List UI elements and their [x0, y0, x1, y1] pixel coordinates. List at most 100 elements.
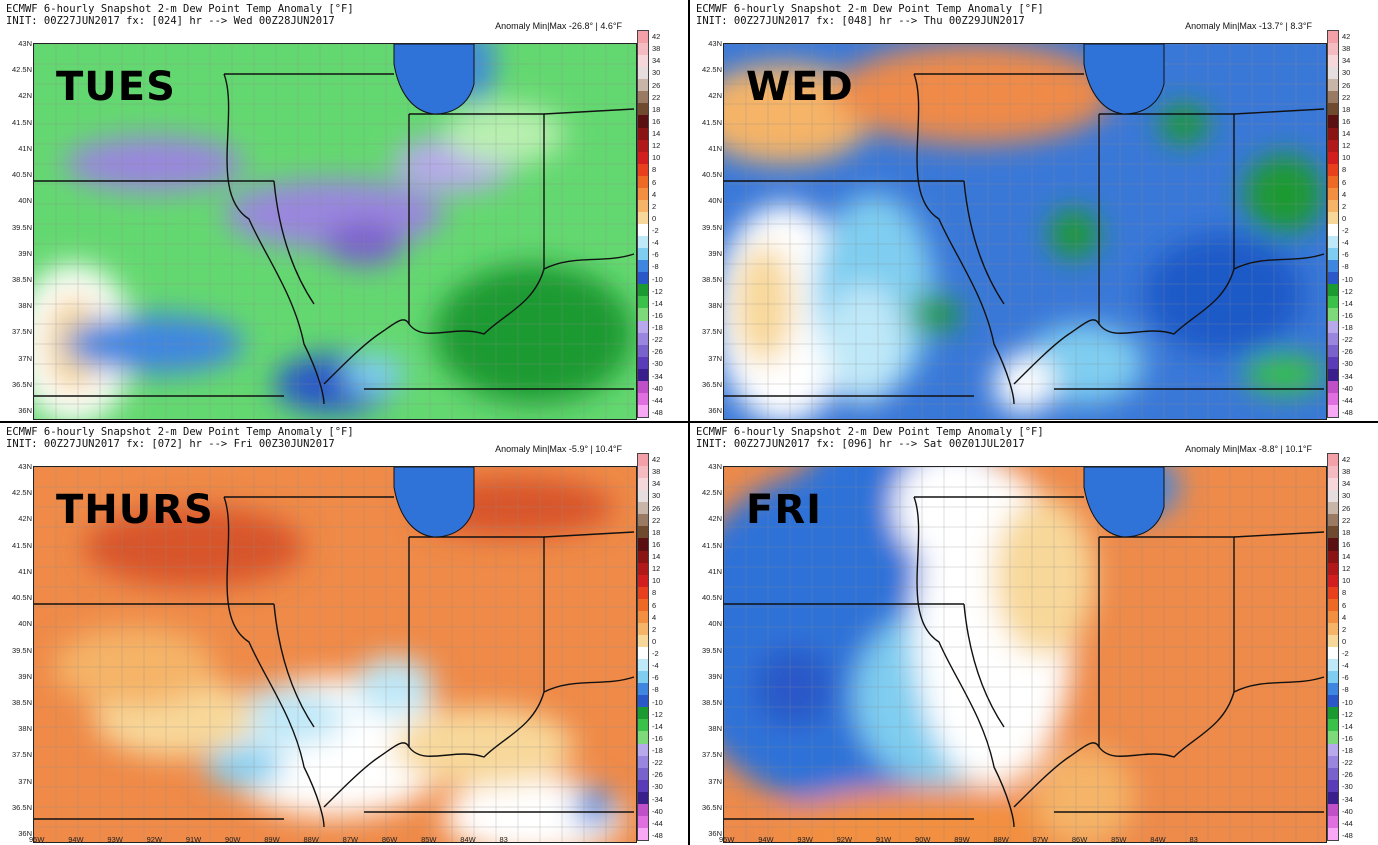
colorbar-label: -2 [1342, 226, 1349, 236]
horizontal-divider [0, 421, 1378, 423]
latitude-label: 40.5N [701, 593, 722, 603]
colorbar-swatch [1328, 103, 1338, 116]
colorbar-swatch [1328, 683, 1338, 696]
colorbar-swatch [638, 622, 648, 635]
latitude-label: 43N [18, 39, 32, 48]
colorbar-swatch [1328, 332, 1338, 345]
panel-header: ECMWF 6-hourly Snapshot 2-m Dew Point Te… [0, 423, 688, 463]
colorbar-swatch [1328, 610, 1338, 623]
latitude-label: 37.5N [701, 750, 722, 760]
colorbar-label: 10 [652, 576, 661, 586]
colorbar-swatch [1328, 526, 1338, 539]
colorbar-swatch [638, 368, 648, 381]
latitude-label: 37.5N [11, 327, 32, 337]
latitude-label: 36.5N [701, 802, 722, 812]
colorbar-label: -2 [1342, 649, 1349, 659]
state-borders [724, 496, 1325, 828]
colorbar-swatch [1328, 151, 1338, 164]
colorbar-swatch [638, 55, 648, 68]
colorbar-swatch [1328, 502, 1338, 515]
colorbar-label: -48 [652, 831, 663, 840]
colorbar-label: 6 [652, 600, 657, 610]
colorbar-label: 4 [1342, 189, 1347, 199]
longitude-label: 95W [29, 835, 45, 844]
colorbar-label: -34 [1342, 794, 1353, 804]
colorbar-swatch [1328, 320, 1338, 333]
latitude-label: 39.5N [11, 222, 32, 232]
day-label: THURS [56, 487, 214, 533]
colorbar-label: 38 [1342, 44, 1351, 54]
colorbar-swatch [638, 91, 648, 104]
lake-michigan [393, 467, 475, 538]
latitude-label: 36N [708, 406, 722, 415]
colorbar-swatch [638, 791, 648, 804]
colorbar-swatch [1328, 622, 1338, 635]
colorbar-label: -12 [1342, 286, 1353, 296]
latitude-label: 39N [18, 671, 32, 681]
colorbar-label: -48 [1342, 831, 1353, 840]
colorbar-label: 2 [652, 624, 657, 634]
colorbar-swatch [638, 478, 648, 491]
colorbar-label: 0 [1342, 636, 1347, 646]
colorbar-swatch [638, 260, 648, 273]
colorbar-swatch [638, 79, 648, 92]
colorbar-label: 16 [652, 116, 661, 126]
colorbar-label: 14 [1342, 129, 1351, 139]
colorbar-label: 42 [652, 455, 661, 464]
colorbar-swatch [1328, 79, 1338, 92]
latitude-label: 42N [18, 514, 32, 524]
state-borders [34, 73, 635, 405]
colorbar-swatch [638, 67, 648, 80]
latitude-label: 38N [18, 724, 32, 734]
colorbar-swatch [1328, 31, 1338, 44]
map-area: THURS [33, 466, 637, 843]
longitude-label: 85W [1111, 835, 1127, 844]
colorbar-swatch [638, 695, 648, 708]
latitude-label: 41N [708, 566, 722, 576]
colorbar-label: 6 [1342, 600, 1347, 610]
map-area: WED [723, 43, 1327, 420]
colorbar-label: -18 [652, 746, 663, 756]
anomaly-map [724, 44, 1326, 419]
colorbar-label: -30 [652, 782, 663, 792]
colorbar-swatch [1328, 791, 1338, 804]
colorbar-label: 22 [1342, 515, 1351, 525]
colorbar-swatch [638, 211, 648, 224]
colorbar-label: 14 [652, 129, 661, 139]
colorbar-label: 4 [1342, 612, 1347, 622]
latitude-label: 37.5N [11, 750, 32, 760]
colorbar-swatch [638, 380, 648, 393]
colorbar-swatch [638, 779, 648, 792]
colorbar-swatch [1328, 139, 1338, 152]
colorbar-swatch [638, 404, 648, 417]
colorbar-swatch [638, 163, 648, 176]
colorbar-swatch [1328, 55, 1338, 68]
colorbar-swatch [638, 683, 648, 696]
latitude-label: 42N [708, 91, 722, 101]
colorbar-label: -34 [1342, 371, 1353, 381]
colorbar-label: -6 [1342, 250, 1349, 260]
colorbar-label: 0 [1342, 213, 1347, 223]
colorbar-swatch [1328, 356, 1338, 369]
latitude-label: 36N [18, 406, 32, 415]
colorbar-swatch [638, 392, 648, 405]
colorbar-label: -22 [1342, 335, 1353, 345]
longitude-label: 94W [758, 835, 774, 844]
colorbar-swatch [1328, 815, 1338, 828]
colorbar-swatch [1328, 574, 1338, 587]
panel-header: ECMWF 6-hourly Snapshot 2-m Dew Point Te… [0, 0, 688, 40]
colorbar-swatch [1328, 538, 1338, 551]
colorbar-label: -18 [1342, 323, 1353, 333]
colorbar-swatch [638, 466, 648, 479]
colorbar-swatch [1328, 296, 1338, 309]
latitude-label: 39.5N [701, 222, 722, 232]
latitude-label: 41N [18, 143, 32, 153]
colorbar-swatch [638, 647, 648, 660]
latitude-label: 37N [708, 776, 722, 786]
latitude-label: 36N [708, 829, 722, 838]
colorbar-label: 34 [1342, 56, 1351, 66]
latitude-label: 39N [18, 248, 32, 258]
colorbar-label: 6 [1342, 177, 1347, 187]
colorbar-swatch [1328, 634, 1338, 647]
colorbar-label: -14 [652, 298, 663, 308]
